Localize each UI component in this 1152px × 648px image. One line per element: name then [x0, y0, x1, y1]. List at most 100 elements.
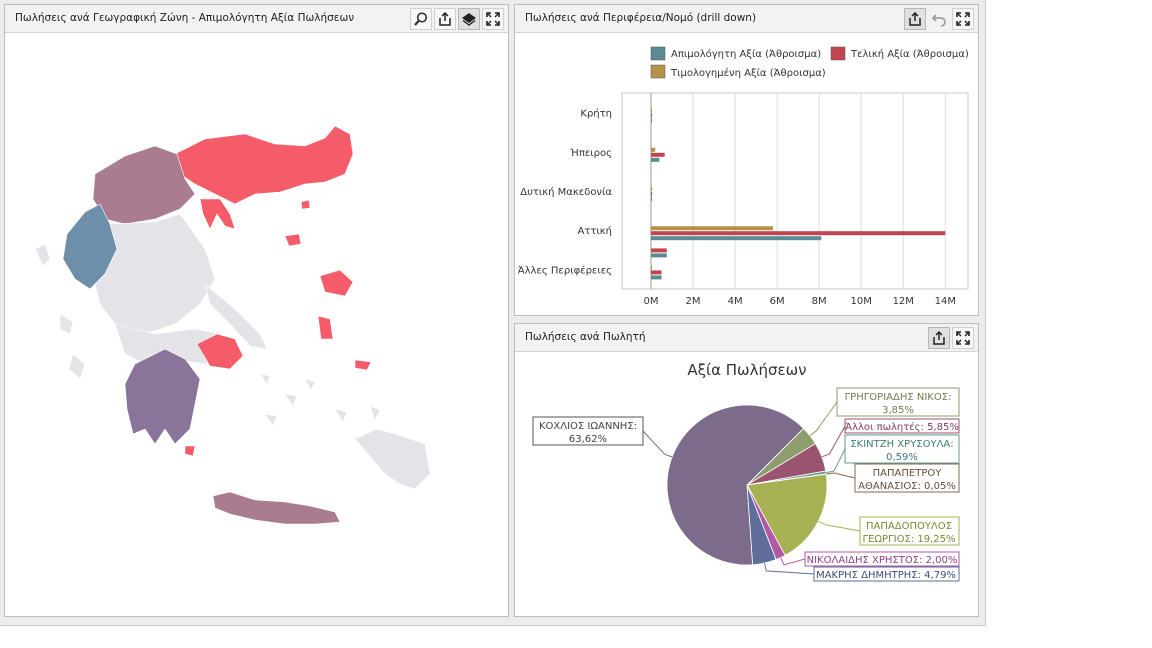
pie-slices [666, 404, 828, 566]
map-region-crete[interactable] [212, 491, 341, 525]
callout-alloi-line1: Άλλοι πωλητές: 5,85% [845, 421, 959, 433]
drill-up-button[interactable] [928, 8, 950, 30]
pie-export-button[interactable] [928, 327, 950, 349]
pie-toolbar [928, 327, 974, 349]
map-region-euboea[interactable] [204, 283, 268, 350]
bar [651, 270, 662, 275]
map-panel-title: Πωλήσεις ανά Γεωγραφική Ζώνη - Απιμολόγη… [15, 12, 355, 24]
map-region-samos[interactable] [354, 359, 372, 371]
bar [651, 192, 652, 196]
pie-panel-title: Πωλήσεις ανά Πωλητή [525, 331, 646, 343]
undo-icon [931, 14, 946, 27]
export-icon [439, 11, 451, 26]
map-region-limnos[interactable] [284, 233, 302, 247]
category-label: Άλλες Περιφέρειες [518, 264, 612, 276]
callout-makris-line1: ΜΑΚΡΗΣ ΔΗΜΗΤΡΗΣ: 4,79% [816, 570, 956, 581]
callout-kochlios-line1: ΚΟΧΛΙΟΣ ΙΩΑΝΝΗΣ: [539, 421, 637, 432]
leader-line [826, 472, 856, 479]
pie-chart: Αξία Πωλήσεων ΓΡΗΓΟΡΙΑΔΗΣ ΝΙΚΟΣ: 3,85% Ά… [532, 361, 960, 582]
map-region-attica[interactable] [196, 333, 244, 370]
bar-panel-title: Πωλήσεις ανά Περιφέρεια/Νομό (drill down… [525, 12, 757, 24]
pie-slice [666, 404, 805, 566]
bar [651, 236, 822, 241]
bar [651, 118, 652, 123]
x-tick-label: 6M [770, 296, 785, 307]
bar-marks [651, 108, 946, 280]
x-tick-label: 10M [851, 296, 872, 307]
export-icon [909, 11, 921, 26]
callout-grigoriadis: ΓΡΗΓΟΡΙΑΔΗΣ ΝΙΚΟΣ: 3,85% [836, 387, 960, 417]
callout-kochlios-line2: 63,62% [569, 434, 607, 445]
maximize-icon [956, 12, 970, 26]
callout-papapetrou: ΠΑΠΑΠΕΤΡΟΥ ΑΘΑΝΑΣΙΟΣ: 0,05% [854, 463, 960, 493]
x-tick-label: 4M [728, 296, 743, 307]
map-region-thrace[interactable] [174, 125, 354, 205]
callout-papadopoulos-line1: ΠΑΠΑΔΟΠΟΥΛΟΣ [866, 521, 952, 532]
map-region-chios[interactable] [317, 315, 334, 340]
plot-area [621, 92, 969, 290]
legend-label-series3: Τιμολογημένη Αξία (Άθροισμα) [670, 67, 826, 79]
category-label: Δυτική Μακεδονία [520, 186, 612, 198]
x-tick-label: 8M [812, 296, 827, 307]
callout-skintzi-line2: 0,59% [886, 452, 918, 463]
pie-maximize-button[interactable] [952, 327, 974, 349]
bar [651, 187, 652, 191]
callout-alloi: Άλλοι πωλητές: 5,85% [844, 418, 960, 434]
bar [651, 108, 652, 113]
leader-line [642, 430, 673, 458]
bar [651, 157, 660, 162]
map-panel-header: Πωλήσεις ανά Γεωγραφική Ζώνη - Απιμολόγη… [5, 5, 508, 33]
map-region-peloponnese[interactable] [124, 348, 201, 445]
pie-chart-panel: Πωλήσεις ανά Πωλητή Αξία Πωλήσεων ΓΡΗΓΟΡ… [514, 323, 979, 617]
map-region-thessaly[interactable] [94, 213, 216, 335]
legend-label-series2: Τελική Αξία (Άθροισμα) [850, 48, 969, 60]
map-region-kythira[interactable] [184, 445, 196, 457]
bar-maximize-button[interactable] [952, 8, 974, 30]
map-region-lesvos[interactable] [319, 269, 354, 297]
x-tick-label: 0M [644, 296, 659, 307]
bar-export-button[interactable] [904, 8, 926, 30]
callout-makris: ΜΑΚΡΗΣ ΔΗΜΗΤΡΗΣ: 4,79% [813, 566, 960, 582]
leader-line [809, 401, 838, 437]
map-region-thasos[interactable] [300, 199, 311, 210]
export-button[interactable] [434, 8, 456, 30]
callout-papapetrou-line1: ΠΑΠΑΠΕΤΡΟΥ [873, 468, 943, 479]
export-icon [933, 330, 945, 345]
bar-legend: Απιμολόγητη Αξία (Άθροισμα) Τελική Αξία … [650, 46, 969, 79]
bar [651, 275, 662, 280]
zoom-button[interactable] [410, 8, 432, 30]
callout-grigoriadis-line2: 3,85% [882, 405, 914, 416]
bar-toolbar [904, 8, 974, 30]
zoom-icon [414, 12, 428, 26]
pie-chart-title: Αξία Πωλήσεων [687, 361, 806, 379]
x-tick-label: 14M [935, 296, 956, 307]
map-region-ionian[interactable] [34, 243, 86, 380]
bar-panel-header: Πωλήσεις ανά Περιφέρεια/Νομό (drill down… [515, 5, 978, 33]
legend-swatch-series2 [830, 46, 846, 61]
bar-category-labels: Κρήτη Ήπειρος Δυτική Μακεδονία Αττική Άλλες … [518, 108, 613, 277]
callout-nikolaidis: ΝΙΚΟΛΑΙΔΗΣ ΧΡΗΣΤΟΣ: 2,00% [804, 551, 960, 567]
bar [651, 248, 667, 253]
greece-map[interactable] [5, 34, 508, 617]
bar-chart-panel: Πωλήσεις ανά Περιφέρεια/Νομό (drill down… [514, 4, 979, 316]
callout-grigoriadis-line1: ΓΡΗΓΟΡΙΑΔΗΣ ΝΙΚΟΣ: [845, 392, 952, 403]
layers-icon [462, 13, 476, 26]
legend-label-series1: Απιμολόγητη Αξία (Άθροισμα) [671, 48, 821, 60]
pie-leader-lines [642, 401, 861, 575]
x-tick-label: 12M [893, 296, 914, 307]
maximize-icon [486, 12, 500, 26]
map-region-chalkidiki[interactable] [199, 198, 236, 230]
callout-nikolaidis-line1: ΝΙΚΟΛΑΙΔΗΣ ΧΡΗΣΤΟΣ: 2,00% [807, 555, 958, 566]
map-region-cyclades[interactable] [259, 373, 431, 490]
bar [651, 265, 652, 270]
callout-papapetrou-line2: ΑΘΑΝΑΣΙΟΣ: 0,05% [858, 481, 956, 492]
leader-line [764, 562, 815, 575]
maximize-button[interactable] [482, 8, 504, 30]
map-toolbar [410, 8, 504, 30]
layers-button[interactable] [458, 8, 480, 30]
bar-tick-labels: 0M 2M 4M 6M 8M 10M 12M 14M [644, 296, 956, 307]
pie-slice [746, 473, 828, 556]
category-label: Αττική [578, 225, 613, 237]
callout-papadopoulos: ΠΑΠΑΔΟΠΟΥΛΟΣ ΓΕΩΡΓΙΟΣ: 19,25% [859, 516, 960, 546]
category-label: Κρήτη [580, 108, 612, 120]
